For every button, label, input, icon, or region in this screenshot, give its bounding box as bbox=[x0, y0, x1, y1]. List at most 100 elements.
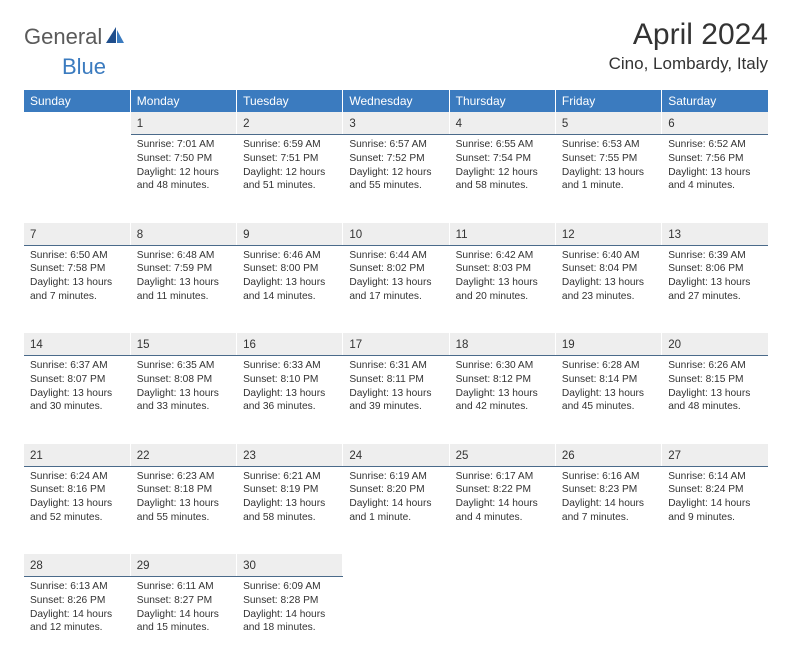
day-content-cell: Sunrise: 6:39 AMSunset: 8:06 PMDaylight:… bbox=[662, 245, 768, 333]
sunset-text: Sunset: 8:23 PM bbox=[562, 483, 655, 497]
sunset-text: Sunset: 8:08 PM bbox=[137, 373, 230, 387]
sunrise-text: Sunrise: 6:48 AM bbox=[137, 249, 230, 263]
daylight-text: Daylight: 12 hours and 55 minutes. bbox=[349, 166, 442, 194]
sunrise-text: Sunrise: 6:39 AM bbox=[668, 249, 762, 263]
sunrise-text: Sunrise: 6:23 AM bbox=[137, 470, 230, 484]
sunset-text: Sunset: 7:59 PM bbox=[137, 262, 230, 276]
day-number-cell: 13 bbox=[662, 223, 768, 246]
day-number-cell: 21 bbox=[24, 444, 130, 467]
sunrise-text: Sunrise: 6:14 AM bbox=[668, 470, 762, 484]
day-number-row: 282930 bbox=[24, 554, 768, 577]
logo-text-blue: Blue bbox=[62, 54, 106, 79]
day-content-cell: Sunrise: 6:33 AMSunset: 8:10 PMDaylight:… bbox=[237, 356, 343, 444]
day-content-row: Sunrise: 6:24 AMSunset: 8:16 PMDaylight:… bbox=[24, 466, 768, 554]
daylight-text: Daylight: 13 hours and 23 minutes. bbox=[562, 276, 655, 304]
day-number-cell: 17 bbox=[343, 333, 449, 356]
daylight-text: Daylight: 13 hours and 36 minutes. bbox=[243, 387, 336, 415]
day-number-cell: 10 bbox=[343, 223, 449, 246]
sunrise-text: Sunrise: 6:50 AM bbox=[30, 249, 124, 263]
weekday-header: Monday bbox=[130, 90, 236, 112]
sunset-text: Sunset: 7:51 PM bbox=[243, 152, 336, 166]
day-number-cell: 19 bbox=[555, 333, 661, 356]
weekday-header: Sunday bbox=[24, 90, 130, 112]
day-number-cell: 2 bbox=[237, 112, 343, 135]
day-number: 23 bbox=[243, 450, 256, 462]
daylight-text: Daylight: 14 hours and 4 minutes. bbox=[456, 497, 549, 525]
day-content-cell: Sunrise: 6:24 AMSunset: 8:16 PMDaylight:… bbox=[24, 466, 130, 554]
daylight-text: Daylight: 12 hours and 48 minutes. bbox=[137, 166, 230, 194]
day-content-cell: Sunrise: 6:40 AMSunset: 8:04 PMDaylight:… bbox=[555, 245, 661, 333]
day-number-cell: 23 bbox=[237, 444, 343, 467]
day-number-cell: 12 bbox=[555, 223, 661, 246]
daylight-text: Daylight: 13 hours and 45 minutes. bbox=[562, 387, 655, 415]
daylight-text: Daylight: 12 hours and 51 minutes. bbox=[243, 166, 336, 194]
daylight-text: Daylight: 12 hours and 58 minutes. bbox=[456, 166, 549, 194]
sunset-text: Sunset: 8:27 PM bbox=[137, 594, 230, 608]
sunset-text: Sunset: 8:15 PM bbox=[668, 373, 762, 387]
day-number-cell bbox=[343, 554, 449, 577]
day-content-cell: Sunrise: 6:16 AMSunset: 8:23 PMDaylight:… bbox=[555, 466, 661, 554]
weekday-header: Tuesday bbox=[237, 90, 343, 112]
weekday-header: Saturday bbox=[662, 90, 768, 112]
day-number-cell: 8 bbox=[130, 223, 236, 246]
day-content-cell: Sunrise: 6:48 AMSunset: 7:59 PMDaylight:… bbox=[130, 245, 236, 333]
weekday-header: Friday bbox=[555, 90, 661, 112]
day-number-row: 14151617181920 bbox=[24, 333, 768, 356]
day-number-cell bbox=[449, 554, 555, 577]
day-number: 30 bbox=[243, 560, 256, 572]
sunrise-text: Sunrise: 6:24 AM bbox=[30, 470, 124, 484]
day-number-cell bbox=[24, 112, 130, 135]
day-number: 11 bbox=[456, 229, 468, 241]
day-number: 1 bbox=[137, 118, 143, 130]
day-content-cell: Sunrise: 6:09 AMSunset: 8:28 PMDaylight:… bbox=[237, 577, 343, 665]
day-content-cell: Sunrise: 6:21 AMSunset: 8:19 PMDaylight:… bbox=[237, 466, 343, 554]
day-number: 28 bbox=[30, 560, 43, 572]
day-number-cell: 5 bbox=[555, 112, 661, 135]
day-number: 16 bbox=[243, 339, 256, 351]
day-content-cell: Sunrise: 6:57 AMSunset: 7:52 PMDaylight:… bbox=[343, 135, 449, 223]
day-number-cell: 11 bbox=[449, 223, 555, 246]
sunset-text: Sunset: 8:07 PM bbox=[30, 373, 124, 387]
day-number-row: 123456 bbox=[24, 112, 768, 135]
day-number: 18 bbox=[456, 339, 469, 351]
logo: General bbox=[24, 24, 128, 50]
day-number: 19 bbox=[562, 339, 575, 351]
day-content-cell: Sunrise: 6:52 AMSunset: 7:56 PMDaylight:… bbox=[662, 135, 768, 223]
sunrise-text: Sunrise: 6:31 AM bbox=[349, 359, 442, 373]
sunrise-text: Sunrise: 6:57 AM bbox=[349, 138, 442, 152]
sunset-text: Sunset: 8:11 PM bbox=[349, 373, 442, 387]
sunset-text: Sunset: 8:22 PM bbox=[456, 483, 549, 497]
sunrise-text: Sunrise: 6:16 AM bbox=[562, 470, 655, 484]
day-content-cell: Sunrise: 6:42 AMSunset: 8:03 PMDaylight:… bbox=[449, 245, 555, 333]
day-number-cell: 25 bbox=[449, 444, 555, 467]
day-content-cell bbox=[662, 577, 768, 665]
sunrise-text: Sunrise: 6:30 AM bbox=[456, 359, 549, 373]
day-number-cell: 27 bbox=[662, 444, 768, 467]
daylight-text: Daylight: 13 hours and 55 minutes. bbox=[137, 497, 230, 525]
day-number-row: 21222324252627 bbox=[24, 444, 768, 467]
sunrise-text: Sunrise: 6:35 AM bbox=[137, 359, 230, 373]
day-content-cell: Sunrise: 6:19 AMSunset: 8:20 PMDaylight:… bbox=[343, 466, 449, 554]
title-block: April 2024 Cino, Lombardy, Italy bbox=[609, 18, 768, 74]
sunset-text: Sunset: 8:26 PM bbox=[30, 594, 124, 608]
day-content-cell: Sunrise: 6:17 AMSunset: 8:22 PMDaylight:… bbox=[449, 466, 555, 554]
day-content-row: Sunrise: 7:01 AMSunset: 7:50 PMDaylight:… bbox=[24, 135, 768, 223]
day-content-cell: Sunrise: 6:55 AMSunset: 7:54 PMDaylight:… bbox=[449, 135, 555, 223]
day-number-cell: 28 bbox=[24, 554, 130, 577]
sunrise-text: Sunrise: 6:59 AM bbox=[243, 138, 336, 152]
sunrise-text: Sunrise: 6:21 AM bbox=[243, 470, 336, 484]
day-number: 13 bbox=[668, 229, 681, 241]
day-number: 7 bbox=[30, 229, 36, 241]
sunrise-text: Sunrise: 6:55 AM bbox=[456, 138, 549, 152]
sunrise-text: Sunrise: 6:09 AM bbox=[243, 580, 336, 594]
sunset-text: Sunset: 7:50 PM bbox=[137, 152, 230, 166]
day-number: 17 bbox=[349, 339, 362, 351]
day-number-cell bbox=[555, 554, 661, 577]
daylight-text: Daylight: 13 hours and 1 minute. bbox=[562, 166, 655, 194]
daylight-text: Daylight: 13 hours and 20 minutes. bbox=[456, 276, 549, 304]
day-content-row: Sunrise: 6:13 AMSunset: 8:26 PMDaylight:… bbox=[24, 577, 768, 665]
day-number-cell: 22 bbox=[130, 444, 236, 467]
day-number-cell: 14 bbox=[24, 333, 130, 356]
day-content-cell: Sunrise: 7:01 AMSunset: 7:50 PMDaylight:… bbox=[130, 135, 236, 223]
daylight-text: Daylight: 14 hours and 1 minute. bbox=[349, 497, 442, 525]
